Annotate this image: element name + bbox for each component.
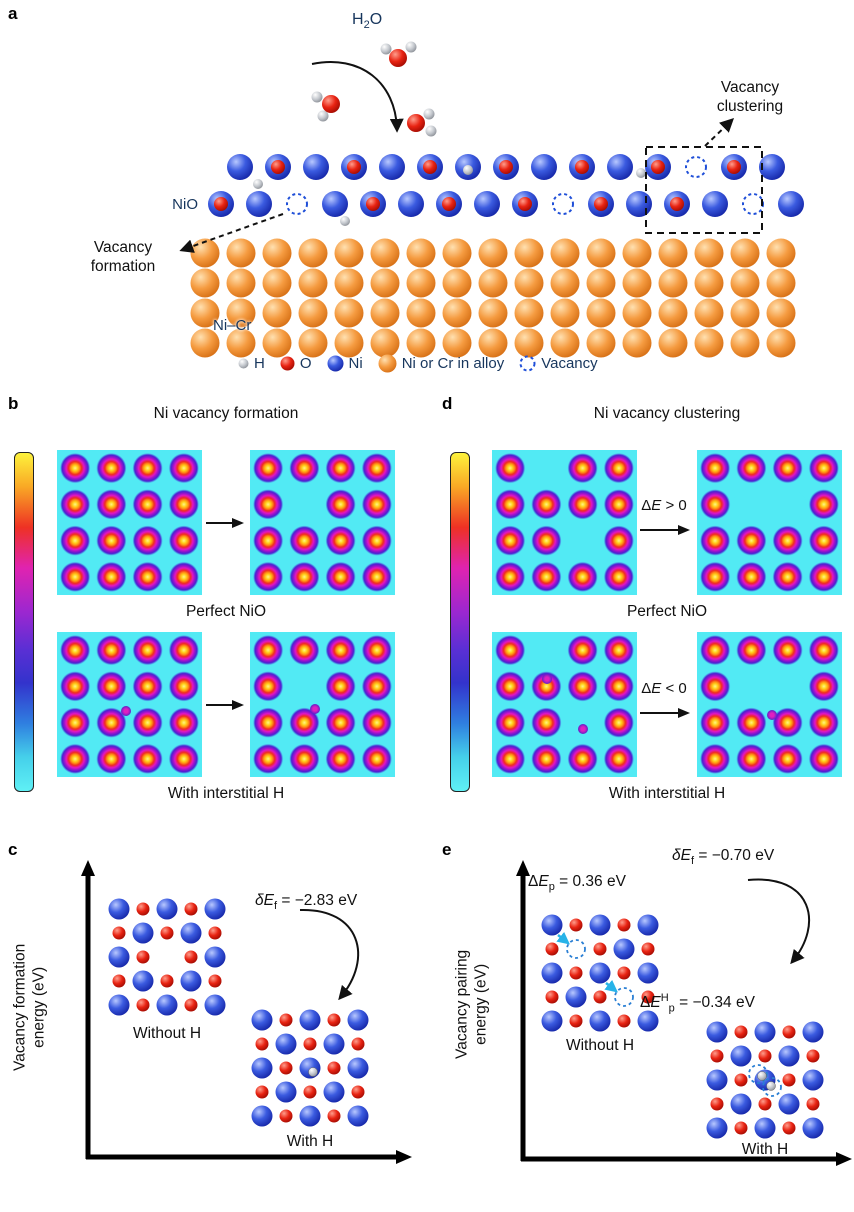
colorbar-d	[450, 452, 470, 792]
panel-d-letter: d	[442, 394, 453, 413]
legend-ni-label: Ni	[348, 355, 363, 372]
legend-item-alloy: Ni or Cr in alloy	[378, 354, 505, 373]
panel-e-without-h-label: Without H	[565, 1037, 635, 1054]
delta-ep-036-label: ΔEp = 0.36 eV	[528, 873, 626, 894]
alloy-lattice	[190, 238, 796, 358]
panel-c-with-h-label: With H	[286, 1133, 334, 1150]
legend-vacancy-label: Vacancy	[541, 355, 598, 372]
h-atom-icon	[238, 358, 249, 369]
delta-ef-070-label: δEf = −0.70 eV	[672, 847, 775, 868]
panel-a-letter: a	[8, 4, 18, 23]
vacancy-formation-label: Vacancy formation	[90, 239, 156, 276]
panel-c-without-h-label: Without H	[132, 1025, 202, 1042]
colorbar-b	[14, 452, 34, 792]
atom-grid-e-without-h	[541, 914, 659, 1032]
arrow-right-icon	[640, 523, 690, 542]
delta-e-negative-label: ΔE < 0	[641, 680, 687, 697]
atom-grid-c-without-h	[108, 898, 226, 1016]
delta-ehp-034-label: ΔEHp = −0.34 eV	[640, 992, 755, 1015]
atom-grid-e-with-h	[706, 1021, 824, 1139]
charge-density-h-final	[250, 632, 395, 777]
axes	[81, 860, 412, 1164]
panel-ce-illustration	[81, 860, 852, 1166]
clustering-annotation-arrow	[704, 118, 735, 147]
water-molecules	[311, 41, 437, 137]
arrow-right-icon	[206, 516, 244, 535]
nio-lattice	[208, 154, 804, 226]
panel-b-caption-middle: Perfect NiO	[185, 603, 267, 620]
energy-drop-arrow-e	[747, 878, 810, 965]
panel-e-ylabel: Vacancy pairing energy (eV)	[453, 949, 490, 1059]
charge-density-h-initial	[57, 632, 202, 777]
vacancy-clustering-label: Vacancy clustering	[716, 79, 784, 116]
charge-density-cluster-h-initial	[492, 632, 637, 777]
legend: H O Ni Ni or Cr in alloy Vacancy	[238, 354, 598, 373]
energy-drop-arrow-c	[299, 908, 360, 1001]
nicr-label: Ni–Cr	[213, 317, 252, 334]
charge-density-perfect-initial	[57, 450, 202, 595]
panel-b-caption-bottom: With interstitial H	[167, 785, 285, 802]
nio-label: NiO	[172, 196, 198, 213]
arrow-right-icon	[206, 698, 244, 717]
legend-h-label: H	[254, 355, 265, 372]
arrow-right-icon	[640, 706, 690, 725]
delta-ef-283-label: δEf = −2.83 eV	[255, 892, 358, 913]
charge-density-perfect-final	[250, 450, 395, 595]
clustering-dashed-box	[645, 146, 763, 234]
panel-b-letter: b	[8, 394, 19, 413]
panel-a-illustration	[179, 41, 804, 358]
o-atom-icon	[280, 356, 295, 371]
alloy-atom-icon	[378, 354, 397, 373]
panel-d-title: Ni vacancy clustering	[593, 405, 741, 422]
water-adsorption-arrow	[311, 61, 404, 133]
charge-density-cluster-perfect-final	[697, 450, 842, 595]
panel-e-letter: e	[442, 840, 452, 859]
panel-b-title: Ni vacancy formation	[153, 405, 299, 422]
legend-o-label: O	[299, 355, 312, 372]
panel-c-letter: c	[8, 840, 18, 859]
legend-item-ni: Ni	[327, 355, 363, 372]
delta-e-positive-label: ΔE > 0	[641, 497, 687, 514]
charge-density-cluster-perfect-initial	[492, 450, 637, 595]
panel-e-with-h-label: With H	[741, 1141, 789, 1158]
panel-c-ylabel: Vacancy formation energy (eV)	[11, 943, 48, 1071]
panel-d-caption-bottom: With interstitial H	[608, 785, 726, 802]
legend-item-h: H	[238, 355, 265, 372]
legend-alloy-label: Ni or Cr in alloy	[401, 355, 505, 372]
h2o-label: H2O	[352, 11, 383, 32]
charge-density-cluster-h-final	[697, 632, 842, 777]
legend-item-vacancy: Vacancy	[519, 355, 598, 372]
atom-grid-c-with-h	[251, 1009, 369, 1127]
ni-atom-icon	[327, 355, 344, 372]
panel-d-caption-middle: Perfect NiO	[626, 603, 708, 620]
axes	[516, 860, 852, 1166]
vacancy-icon	[519, 355, 536, 372]
legend-item-o: O	[280, 355, 312, 372]
